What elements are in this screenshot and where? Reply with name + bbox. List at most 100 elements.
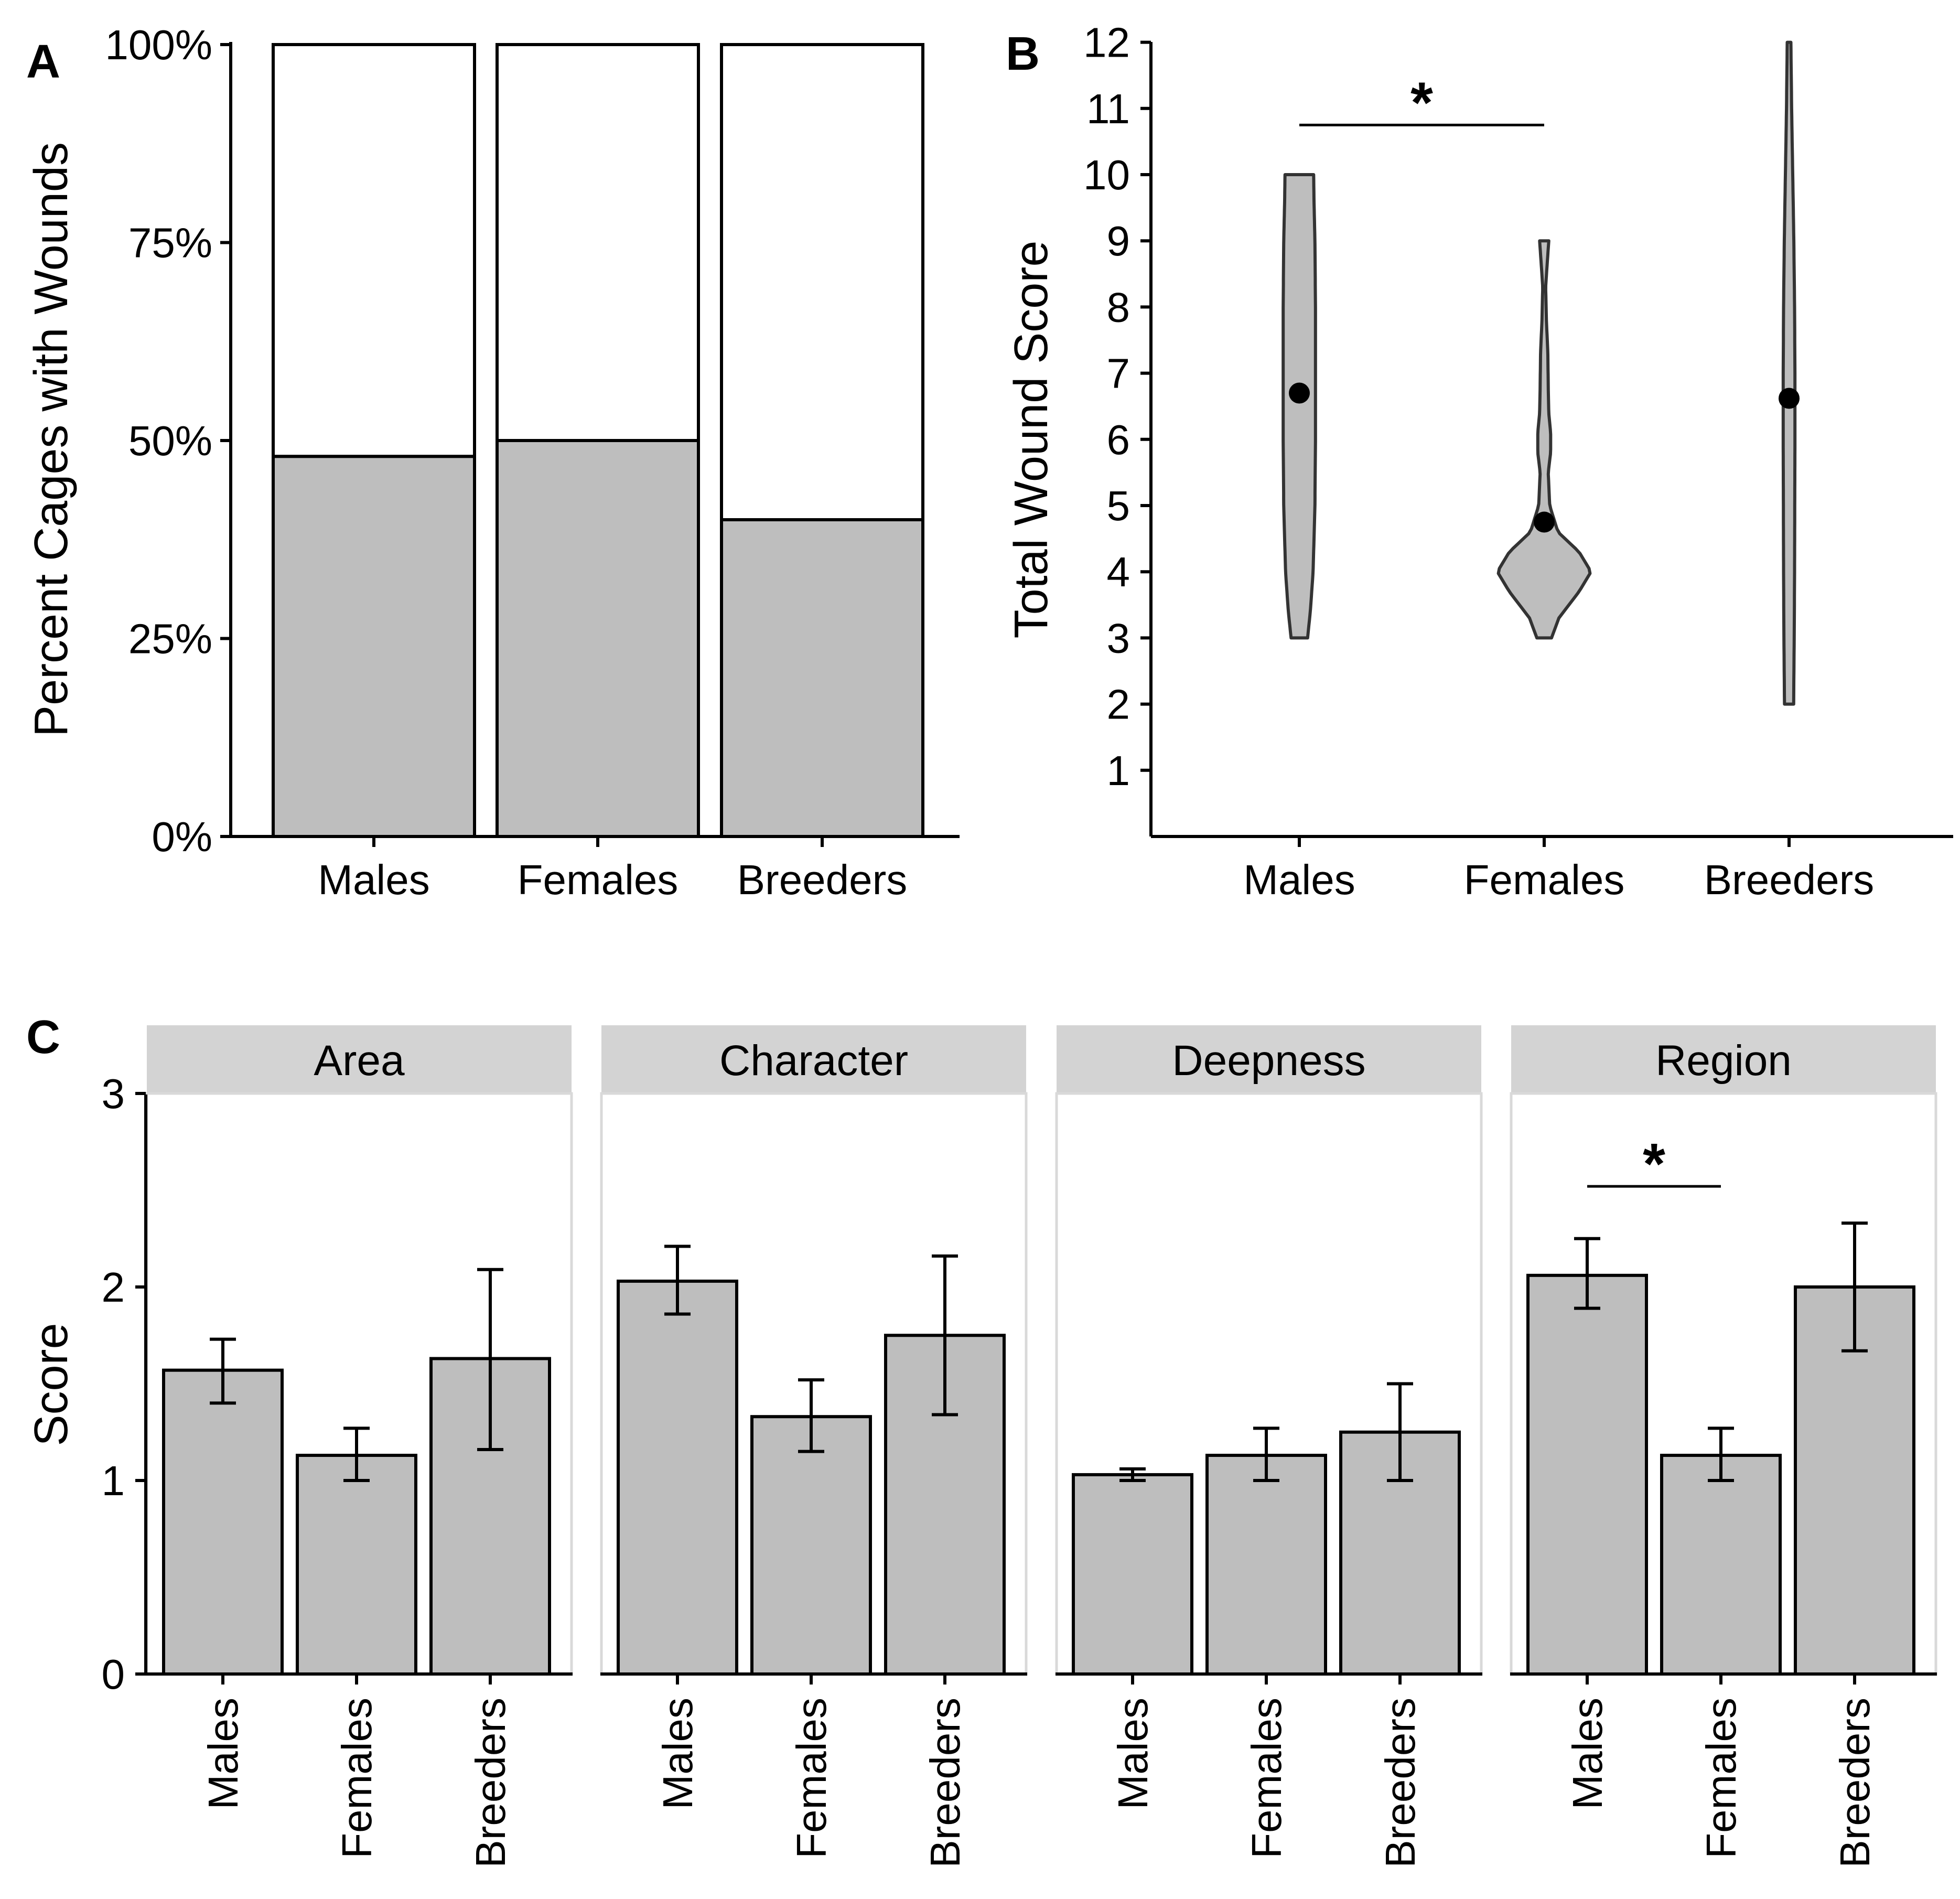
mean-point-females (1534, 511, 1555, 533)
c-xtick-label-region-females: Females (1698, 1698, 1744, 1859)
b-ytick-label-3: 3 (1107, 615, 1130, 661)
panel-c-y-axis-title: Score (25, 1323, 78, 1446)
b-significance-star: * (1410, 70, 1433, 135)
bar-a-males-without-wounds (272, 43, 476, 458)
mean-point-breeders (1779, 388, 1800, 409)
c-significance-star: * (1643, 1132, 1665, 1196)
facet-region: Region Males Females Breeders * (1510, 1025, 1937, 1868)
facet-strip-label-character: Character (719, 1037, 908, 1085)
panel-c-y-ticks: 0 1 2 3 (102, 1070, 146, 1698)
c-xtick-label-area-breeders: Breeders (467, 1698, 514, 1868)
facet-deepness: Deepness Males Females Breeders (1055, 1025, 1483, 1868)
panel-a-y-ticks: 0% 25% 50% 75% 100% (105, 22, 231, 860)
c-xtick-label-area-females: Females (333, 1698, 380, 1859)
bar-region-females (1660, 1454, 1782, 1676)
b-ytick-label-2: 2 (1107, 681, 1130, 728)
b-xtick-label-breeders: Breeders (1704, 856, 1875, 903)
facet-character: Character Males Females Breeders (600, 1025, 1028, 1868)
b-ytick-label-12: 12 (1083, 19, 1130, 66)
bar-area-males (162, 1368, 284, 1676)
a-xtick-label-females: Females (518, 856, 679, 903)
c-ytick-label-3: 3 (102, 1070, 125, 1117)
b-ytick-label-6: 6 (1107, 416, 1130, 463)
b-ytick-label-11: 11 (1086, 85, 1130, 132)
violin-females (1496, 239, 1592, 640)
a-xtick-label-males: Males (318, 856, 429, 903)
error-bar-region-breeders (1841, 1221, 1868, 1353)
b-ytick-label-1: 1 (1107, 747, 1130, 794)
panel-b-x-ticks: Males Females Breeders (1243, 836, 1874, 903)
panel-a-y-axis-title: Percent Cages with Wounds (25, 142, 78, 737)
error-bar-area-females (343, 1426, 370, 1482)
facet-strip-character (601, 1025, 1026, 1093)
b-ytick-label-10: 10 (1083, 152, 1130, 198)
panel-c-faceted-bar-chart: Area Males Females Breeders Character Males Fe… (25, 1025, 1937, 1868)
panel-b-significance: * (1299, 70, 1544, 135)
c-xtick-label-character-breeders: Breeders (922, 1698, 968, 1868)
c-xtick-label-character-males: Males (654, 1698, 701, 1809)
b-xtick-label-males: Males (1243, 856, 1355, 903)
error-bar-area-males (210, 1337, 236, 1405)
bar-a-breeders-with-wounds (720, 518, 924, 838)
a-xtick-label-breeders: Breeders (737, 856, 908, 903)
b-ytick-label-8: 8 (1107, 284, 1130, 330)
error-bar-area-breeders (477, 1268, 503, 1451)
violin-males (1281, 173, 1317, 640)
facet-strip-deepness (1057, 1025, 1481, 1093)
panel-b-violins (1281, 40, 1800, 706)
error-bar-character-females (798, 1378, 824, 1453)
b-ytick-label-4: 4 (1107, 549, 1130, 595)
a-ytick-label-75: 75% (128, 220, 212, 266)
facet-strip-label-area: Area (314, 1037, 405, 1085)
error-bar-region-females (1708, 1426, 1734, 1482)
error-bar-deepness-females (1253, 1426, 1279, 1482)
c-xtick-label-deepness-females: Females (1243, 1698, 1290, 1859)
facet-strip-label-region: Region (1655, 1037, 1792, 1085)
mean-point-males (1289, 382, 1310, 404)
c-xtick-label-deepness-males: Males (1110, 1698, 1156, 1809)
c-xtick-label-area-males: Males (200, 1698, 246, 1809)
bar-a-females-without-wounds (496, 43, 700, 442)
bar-a-breeders-without-wounds (720, 43, 924, 521)
panel-label-c: C (26, 1011, 60, 1064)
facet-strip-label-deepness: Deepness (1172, 1037, 1365, 1085)
c-ytick-label-2: 2 (102, 1264, 125, 1311)
error-bar-region-males (1574, 1237, 1600, 1310)
b-ytick-label-9: 9 (1107, 218, 1130, 264)
bar-a-males-with-wounds (272, 455, 476, 838)
a-ytick-label-50: 50% (128, 417, 212, 464)
b-ytick-label-7: 7 (1107, 350, 1130, 397)
facet-strip-area (147, 1025, 572, 1093)
bar-region-males (1526, 1273, 1648, 1676)
bar-a-females-with-wounds (496, 439, 700, 838)
c-xtick-label-deepness-breeders: Breeders (1377, 1698, 1424, 1868)
panel-a-stacked-bar-chart: 0% 25% 50% 75% 100% Males Females Breeders Per… (25, 22, 960, 903)
panel-label-a: A (26, 36, 60, 88)
error-bar-deepness-breeders (1387, 1382, 1413, 1482)
a-ytick-label-25: 25% (128, 616, 212, 662)
a-ytick-label-100: 100% (105, 22, 212, 68)
bar-character-males (617, 1279, 738, 1676)
facet-strip-region (1511, 1025, 1936, 1093)
panel-c-facets: Area Males Females Breeders Character Males Fe… (145, 1025, 1937, 1868)
bar-deepness-females (1205, 1454, 1327, 1676)
c-ytick-label-1: 1 (102, 1457, 125, 1504)
b-ytick-label-5: 5 (1107, 482, 1130, 529)
c-xtick-label-region-males: Males (1564, 1698, 1611, 1809)
bar-character-females (750, 1415, 872, 1676)
error-bar-character-males (664, 1244, 691, 1316)
facet-area: Area Males Females Breeders (145, 1025, 573, 1868)
c-ytick-label-0: 0 (102, 1651, 125, 1698)
bar-area-females (296, 1454, 417, 1676)
error-bar-character-breeders (932, 1254, 958, 1417)
c-xtick-label-region-breeders: Breeders (1832, 1698, 1878, 1868)
panel-a-bars (272, 43, 924, 838)
b-xtick-label-females: Females (1464, 856, 1625, 903)
panel-a-x-ticks: Males Females Breeders (318, 836, 907, 903)
panel-b-y-axis-title: Total Wound Score (1005, 241, 1058, 639)
a-ytick-label-0: 0% (152, 813, 212, 860)
violin-breeders (1781, 40, 1797, 706)
